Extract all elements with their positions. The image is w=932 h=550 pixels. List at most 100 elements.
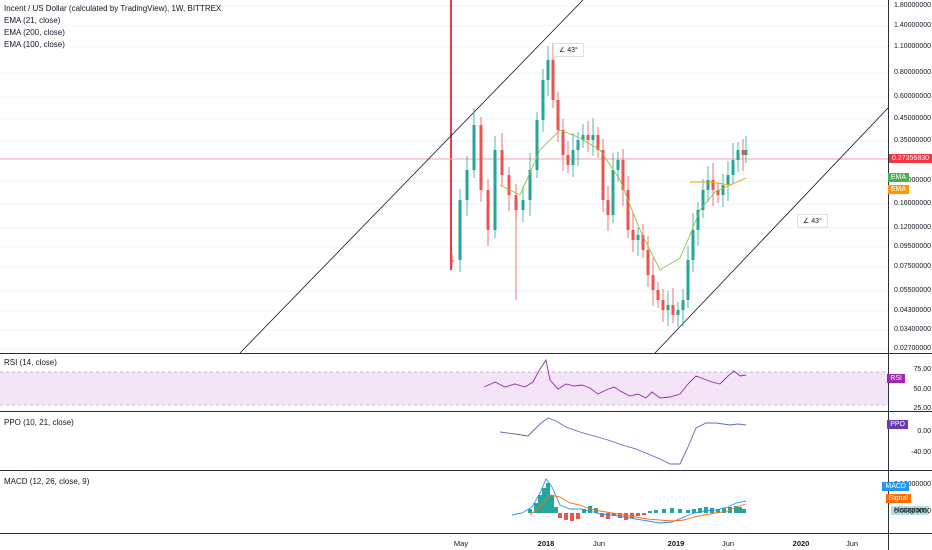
- candle-body: [541, 80, 545, 120]
- ema200-legend[interactable]: EMA (200, close): [4, 28, 65, 37]
- ppo-legend[interactable]: PPO (10, 21, close): [4, 418, 74, 427]
- price-tick: 0.07500000: [894, 263, 931, 270]
- candle-body: [686, 260, 690, 300]
- candle-body: [535, 120, 539, 170]
- candle-body: [636, 235, 640, 240]
- ppo-tick-neg40: -40.00: [911, 449, 931, 456]
- candle-body: [486, 190, 490, 230]
- candle-body: [556, 100, 560, 130]
- price-tick: 0.09500000: [894, 243, 931, 250]
- angle-label-upper[interactable]: ∠ 43°: [553, 43, 584, 57]
- price-tick: 0.45000000: [894, 115, 931, 122]
- price-tick: 0.60000000: [894, 93, 931, 100]
- histogram-bar: [564, 513, 568, 520]
- macd-tick-0.1: 0.10000000: [894, 481, 931, 488]
- candle-body: [701, 190, 705, 210]
- candle-body: [566, 155, 570, 165]
- candle-body: [641, 235, 645, 250]
- macd-legend[interactable]: MACD (12, 26, close, 9): [4, 477, 90, 486]
- histogram-bar: [670, 508, 674, 513]
- ema100-legend[interactable]: EMA (100, close): [4, 40, 65, 49]
- time-label-2018: 2018: [537, 539, 555, 548]
- rsi-legend[interactable]: RSI (14, close): [4, 358, 57, 367]
- candle-body: [661, 300, 665, 310]
- candle-body: [681, 300, 685, 310]
- macd-chart-canvas[interactable]: [0, 471, 888, 533]
- price-tick: 0.21000000: [894, 177, 931, 184]
- macd-tick-0: 0.00000000: [894, 508, 931, 515]
- candle-body: [711, 180, 715, 190]
- histogram-bar: [542, 488, 546, 513]
- candle-body: [696, 210, 700, 230]
- histogram-bar: [606, 513, 610, 519]
- candle-body: [551, 60, 555, 100]
- histogram-bar: [678, 509, 682, 513]
- ppo-chart-canvas[interactable]: [0, 412, 888, 470]
- candlestick-series: [450, 43, 748, 327]
- pane-separator[interactable]: [0, 353, 932, 354]
- histogram-bar: [528, 509, 532, 513]
- price-chart-canvas[interactable]: [0, 0, 888, 353]
- trend-line-upper: [239, 0, 584, 353]
- macd-line: [511, 478, 747, 524]
- signal-line: [529, 494, 747, 522]
- histogram-bar: [738, 507, 742, 513]
- rsi-tick-25: 25.00: [913, 405, 931, 412]
- price-axis[interactable]: 1.80000000 1.40000000 1.10000000 0.80000000…: [882, 0, 932, 550]
- candle-body: [521, 200, 525, 210]
- time-label-jun-2018: Jun: [592, 539, 606, 548]
- ema21-legend[interactable]: EMA (21, close): [4, 16, 61, 25]
- rsi-line: [483, 358, 747, 399]
- ppo-pane[interactable]: PPO (10, 21, close): [0, 412, 888, 470]
- histogram-bar: [554, 507, 558, 513]
- histogram-bar: [716, 509, 720, 513]
- candle-body: [631, 230, 635, 240]
- histogram-bar: [722, 508, 726, 513]
- histogram-tag: Histogram: [891, 506, 929, 515]
- price-legend-title: Incent / US Dollar (calculated by Tradin…: [4, 4, 222, 13]
- candle-body: [581, 135, 585, 140]
- histogram-bar: [600, 513, 604, 517]
- ema-100-line: [690, 177, 747, 186]
- price-tick: 0.03400000: [894, 326, 931, 333]
- price-tick: 0.02700000: [894, 345, 931, 352]
- price-tick: 1.80000000: [894, 2, 931, 9]
- candle-body: [666, 305, 670, 310]
- candle-body: [546, 60, 550, 80]
- histogram-bar: [698, 508, 702, 513]
- candle-body: [726, 175, 730, 185]
- candle-body: [561, 130, 565, 155]
- macd-histogram: [528, 483, 746, 521]
- histogram-bar: [534, 503, 538, 513]
- candle-body: [465, 170, 469, 200]
- candle-body: [621, 160, 625, 190]
- macd-pane[interactable]: MACD (12, 26, close, 9): [0, 471, 888, 533]
- candle-body: [500, 150, 504, 175]
- ppo-line: [499, 417, 747, 465]
- histogram-bar: [618, 513, 622, 518]
- macd-tag: MACD: [882, 482, 909, 491]
- candle-body: [472, 125, 476, 170]
- time-axis[interactable]: [0, 534, 888, 550]
- pane-separator[interactable]: [0, 470, 932, 471]
- histogram-bar: [704, 507, 708, 513]
- price-tick: 1.40000000: [894, 22, 931, 29]
- rsi-tag: RSI: [887, 374, 905, 383]
- ema-tag-green: EMA: [887, 173, 909, 182]
- time-label-jun-2019: Jun: [721, 539, 735, 548]
- candle-body: [479, 125, 483, 190]
- candle-body: [507, 175, 511, 195]
- candle-body: [651, 275, 655, 290]
- candle-body: [744, 150, 748, 155]
- price-pane[interactable]: Incent / US Dollar (calculated by Tradin…: [0, 0, 888, 353]
- price-tick: 0.12000000: [894, 224, 931, 231]
- angle-label-lower[interactable]: ∠ 43°: [797, 214, 828, 228]
- rsi-pane[interactable]: RSI (14, close): [0, 354, 888, 411]
- pane-separator[interactable]: [0, 411, 932, 412]
- candle-body: [616, 160, 620, 170]
- pane-separator[interactable]: [0, 533, 932, 534]
- histogram-bar: [742, 509, 746, 513]
- candle-body: [736, 150, 740, 160]
- rsi-chart-canvas[interactable]: [0, 354, 888, 411]
- candle-body: [646, 250, 650, 275]
